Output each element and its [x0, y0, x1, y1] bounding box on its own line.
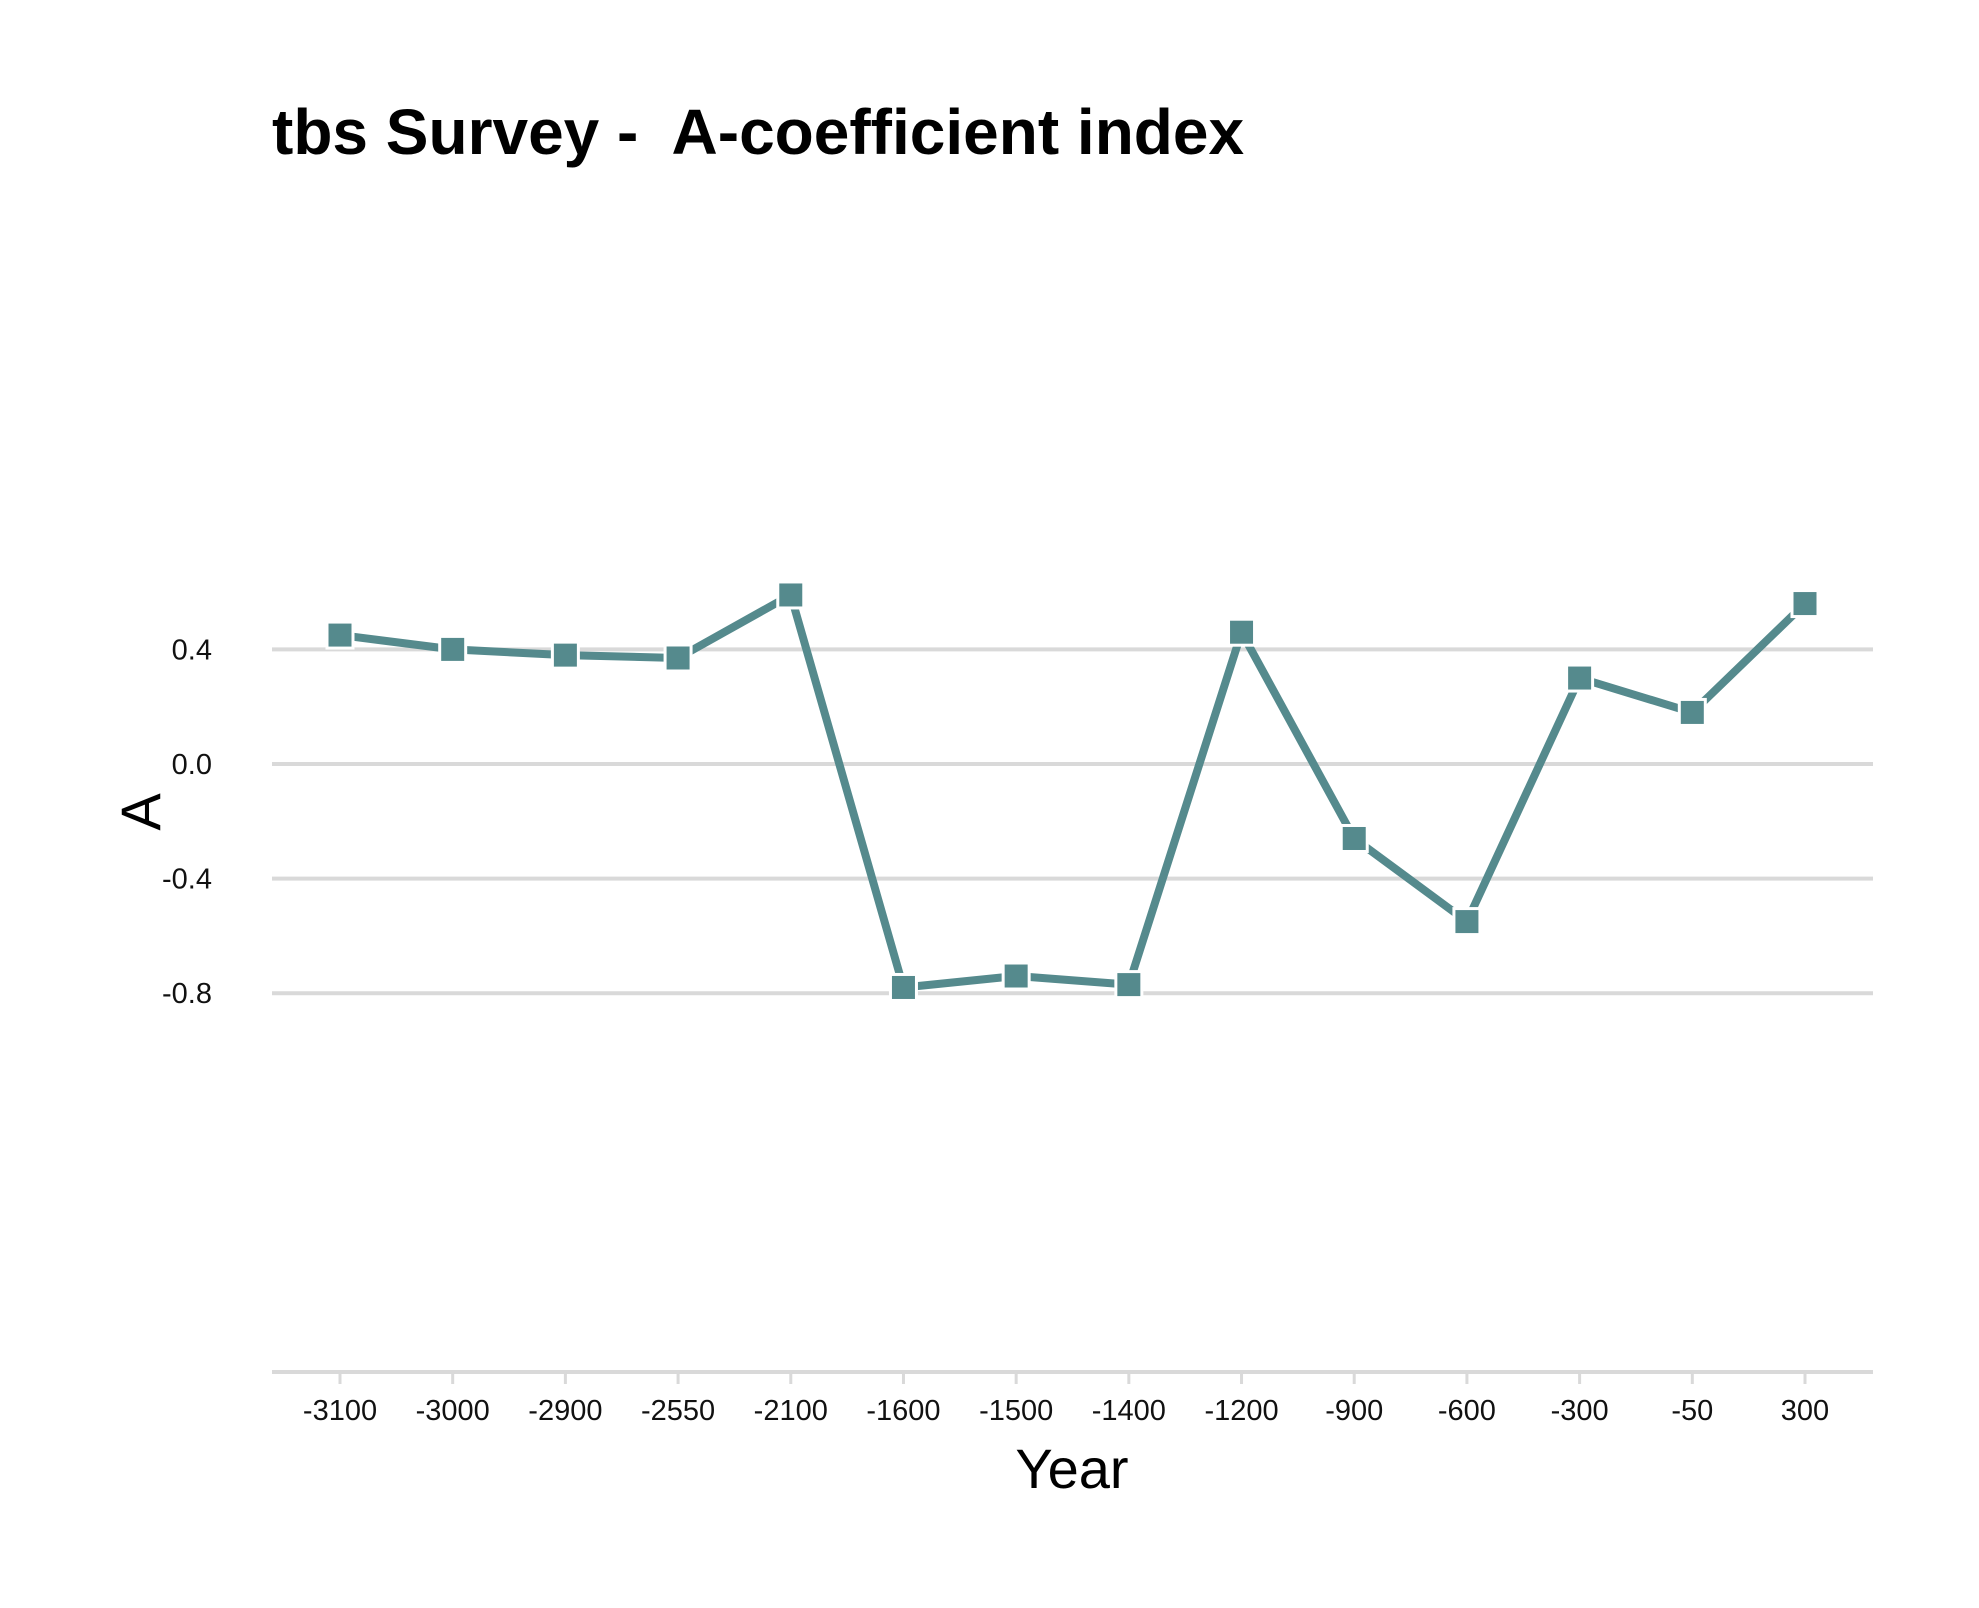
- data-point-marker: [438, 634, 468, 664]
- data-markers: [325, 580, 1820, 1002]
- x-tick-label: -1200: [1204, 1395, 1278, 1427]
- data-point-marker: [1227, 617, 1257, 647]
- x-tick-label: -1600: [866, 1395, 940, 1427]
- data-point-marker: [776, 580, 806, 610]
- x-tick-label: -1500: [979, 1395, 1053, 1427]
- data-point-marker: [1114, 970, 1144, 1000]
- y-tick-label: -0.4: [162, 864, 212, 896]
- x-tick-label: -2900: [528, 1395, 602, 1427]
- x-tick-label: -50: [1671, 1395, 1713, 1427]
- series-line: [339, 590, 1808, 992]
- y-tick-label: 0.0: [172, 749, 212, 781]
- x-tick-label: 300: [1781, 1395, 1829, 1427]
- data-point-marker: [663, 643, 693, 673]
- chart-title: tbs Survey - A-coefficient index: [272, 96, 1245, 168]
- data-point-marker: [1452, 907, 1482, 937]
- data-point-marker: [888, 972, 918, 1002]
- data-point-marker: [1001, 961, 1031, 991]
- data-point-marker: [1790, 589, 1820, 619]
- data-point-marker: [550, 640, 580, 670]
- x-tick-label: -1400: [1092, 1395, 1166, 1427]
- x-tick-label: -2550: [641, 1395, 715, 1427]
- data-point-marker: [1339, 823, 1369, 853]
- gridlines: [272, 647, 1873, 996]
- y-tick-label: -0.8: [162, 978, 212, 1010]
- x-tick-label: -3000: [416, 1395, 490, 1427]
- x-tick-label: -600: [1438, 1395, 1496, 1427]
- x-tick-label: -3100: [303, 1395, 377, 1427]
- x-tick-labels: -3100 -3000 -2900 -2550 -2100 -1600 -1500 -1400…: [303, 1372, 1829, 1427]
- y-tick-labels: 0.4 0.0 -0.4 -0.8: [162, 634, 212, 1010]
- x-axis-title: Year: [1015, 1437, 1128, 1500]
- x-tick-label: -900: [1325, 1395, 1383, 1427]
- data-point-marker: [325, 620, 355, 650]
- y-axis-title: A: [109, 793, 172, 831]
- x-tick-label: -300: [1551, 1395, 1609, 1427]
- y-tick-label: 0.4: [172, 634, 212, 666]
- data-point-marker: [1565, 663, 1595, 693]
- data-point-marker: [1677, 697, 1707, 727]
- x-tick-label: -2100: [754, 1395, 828, 1427]
